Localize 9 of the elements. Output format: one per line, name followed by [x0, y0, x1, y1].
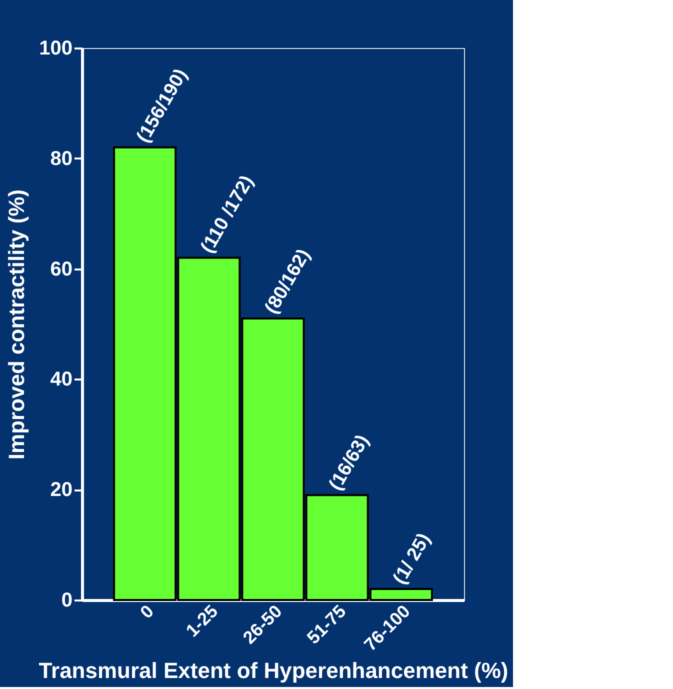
y-tick-label: 20 — [50, 479, 72, 502]
x-tick-label: 0 — [136, 601, 158, 622]
annotation: (1/ 25) — [389, 530, 435, 588]
y-tick-label: 60 — [50, 258, 72, 280]
y-axis-title: Improved contractility (%) — [4, 189, 30, 460]
x-axis-title: Transmural Extent of Hyperenhancement (%) — [38, 658, 508, 683]
y-tick-label: 100 — [39, 38, 72, 60]
y-tick-label: 80 — [50, 148, 72, 170]
y-tick-label: 40 — [50, 368, 72, 391]
